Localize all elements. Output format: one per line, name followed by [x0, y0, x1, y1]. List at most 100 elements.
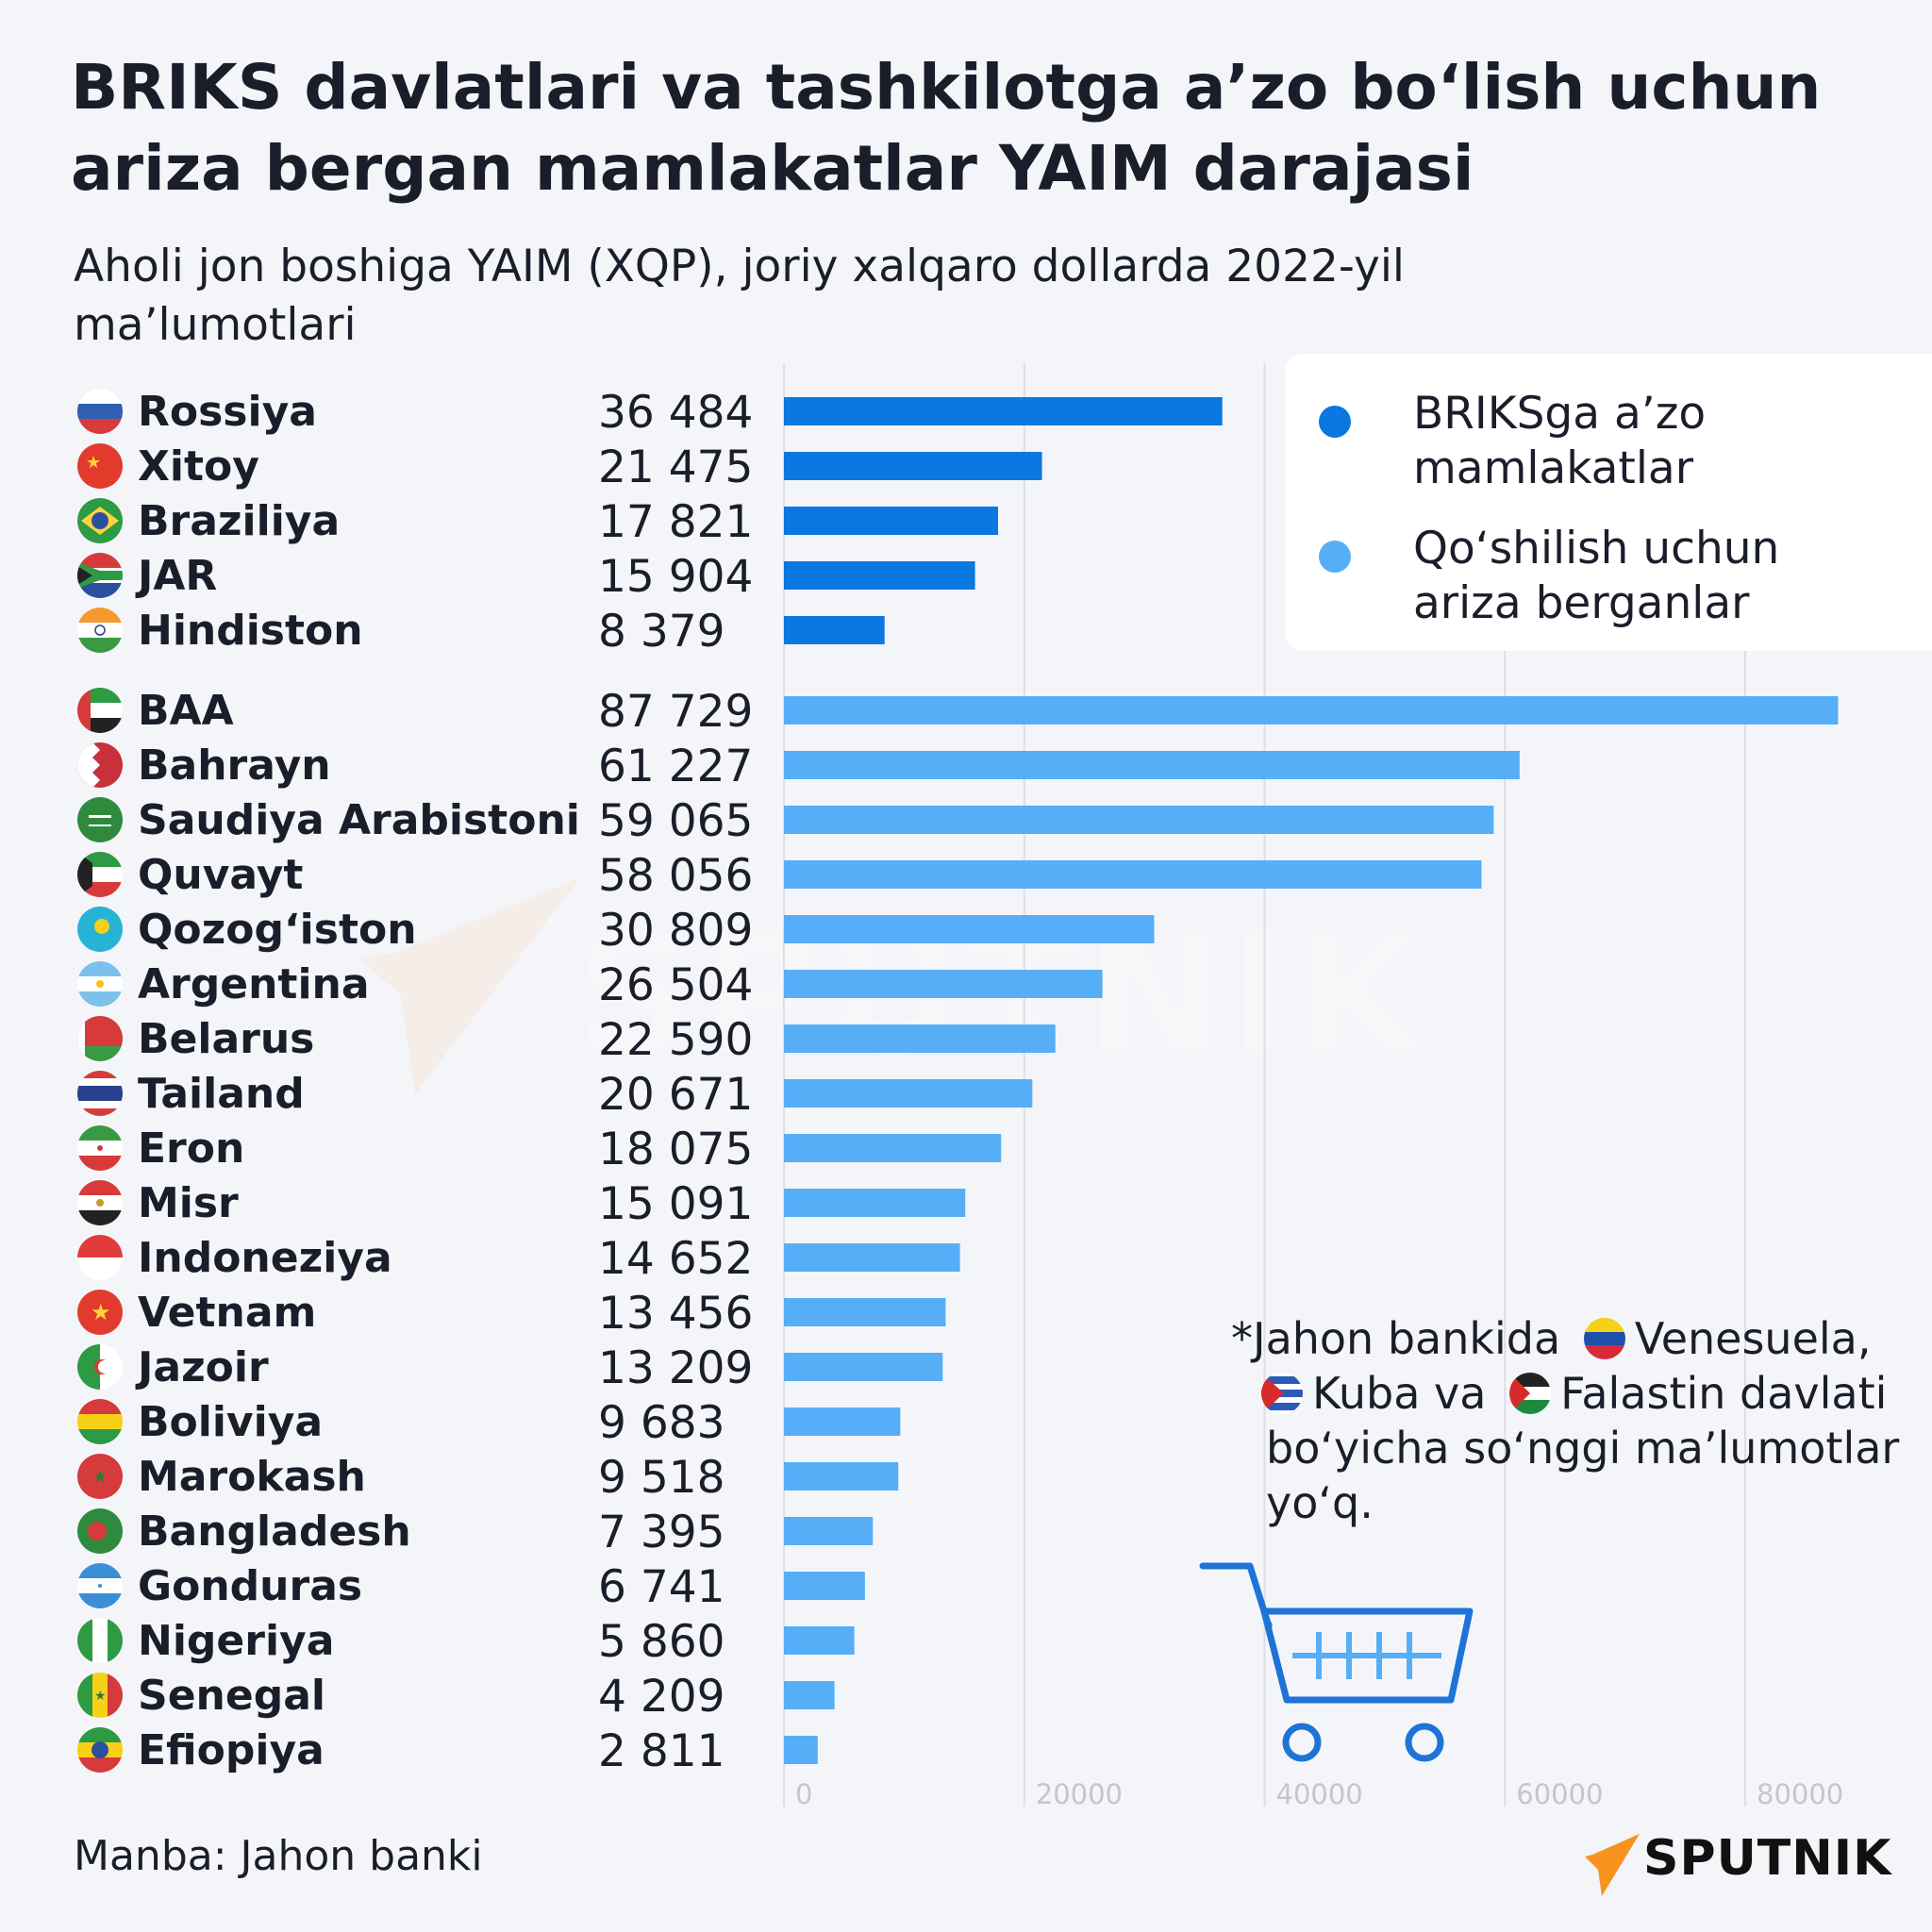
footnote-palestine: Falastin davlati — [1560, 1368, 1888, 1419]
value-label: 20 671 — [598, 1069, 753, 1121]
value-label: 22 590 — [598, 1014, 753, 1066]
bolivia-flag-icon — [77, 1399, 123, 1444]
venezuela-flag-icon — [1583, 1318, 1625, 1359]
bar — [784, 1736, 818, 1764]
chart-row: Hindiston 8 379 — [77, 606, 885, 658]
country-label: Rossiya — [138, 388, 317, 436]
bar — [784, 507, 998, 535]
value-label: 87 729 — [598, 686, 753, 738]
bar — [784, 1407, 901, 1436]
bar — [784, 397, 1223, 425]
country-label: Misr — [138, 1179, 239, 1227]
value-label: 8 379 — [598, 606, 725, 658]
title-line-2: ariza bergan mamlakatlar YAIM darajasi — [71, 132, 1474, 205]
country-label: Senegal — [138, 1672, 325, 1720]
country-label: Marokash — [138, 1453, 366, 1501]
honduras-flag-icon — [77, 1563, 123, 1608]
indonesia-flag-icon — [77, 1235, 123, 1280]
chart-row: Gonduras 6 741 — [77, 1561, 865, 1613]
chart-subtitle: Aholi jon boshiga YAIM (XQP), joriy xalq… — [74, 238, 1677, 355]
chart-row: ★ Marokash 9 518 — [77, 1452, 899, 1504]
x-tick-label: 40000 — [1276, 1778, 1363, 1810]
value-label: 15 904 — [598, 551, 753, 603]
bar — [784, 1189, 966, 1217]
saudi-arabia-flag-icon — [77, 797, 123, 842]
svg-text:★: ★ — [92, 1467, 108, 1487]
country-label: JAR — [135, 552, 217, 600]
chart-row: Boliviya 9 683 — [77, 1397, 901, 1449]
country-label: Vetnam — [138, 1289, 316, 1337]
vietnam-flag-icon: ★ — [77, 1290, 123, 1335]
south-africa-flag-icon — [77, 553, 123, 598]
bar — [784, 452, 1042, 480]
bar — [784, 1462, 899, 1491]
country-label: BAA — [138, 687, 234, 735]
value-label: 2 811 — [598, 1725, 725, 1777]
bar — [784, 1517, 874, 1545]
value-label: 15 091 — [598, 1178, 753, 1230]
chart-row: ★ Xitoy 21 475 — [77, 441, 1042, 493]
value-label: 36 484 — [598, 387, 753, 439]
chart-row: BAA 87 729 — [77, 686, 1839, 738]
legend-applicants-line-2: ariza berganlar — [1413, 577, 1750, 629]
footnote-prefix: *Jahon bankida — [1231, 1313, 1561, 1364]
egypt-flag-icon — [77, 1180, 123, 1225]
ethiopia-flag-icon — [77, 1727, 123, 1773]
shopping-cart-icon — [1199, 1562, 1474, 1762]
bar — [784, 1079, 1033, 1108]
chart-row: Misr 15 091 — [77, 1178, 966, 1230]
country-label: Qozog‘iston — [138, 906, 417, 954]
chart-row: Indoneziya 14 652 — [77, 1233, 960, 1285]
bar — [784, 616, 885, 644]
value-label: 21 475 — [598, 441, 753, 493]
legend: BRIKSga a’zo mamlakatlar Qo‘shilish uchu… — [1285, 354, 1932, 651]
senegal-flag-icon: ★ — [77, 1673, 123, 1718]
chart-row: JAR 15 904 — [77, 551, 975, 603]
brand-name: SPUTNIK — [1643, 1830, 1892, 1887]
bar — [784, 970, 1103, 998]
legend-members-label: BRIKSga a’zo mamlakatlar — [1413, 387, 1904, 496]
footnote-line-2: Kuba va Falastin davlati — [1231, 1366, 1910, 1421]
palestine-flag-icon — [1509, 1373, 1552, 1414]
india-flag-icon — [77, 608, 123, 653]
x-tick-label: 20000 — [1036, 1778, 1123, 1810]
bar — [784, 1024, 1056, 1053]
x-axis-ticks: 0 20000 40000 60000 80000 — [795, 1778, 1843, 1810]
value-label: 4 209 — [598, 1671, 725, 1723]
footnote: *Jahon bankida Venesuela, Kuba va Falast… — [1231, 1311, 1910, 1530]
value-label: 5 860 — [598, 1616, 725, 1668]
bar — [784, 1134, 1002, 1162]
country-label: Xitoy — [138, 442, 259, 491]
country-label: Saudiya Arabistoni — [138, 796, 580, 844]
country-label: Eron — [138, 1124, 244, 1173]
chart-rows: Rossiya 36 484 ★ Xitoy 21 475 Braziliya 17 821… — [77, 387, 1839, 1777]
russia-flag-icon — [77, 389, 123, 434]
value-label: 9 518 — [598, 1452, 725, 1504]
footnote-line-3: bo‘yicha so‘nggi ma’lumotlar — [1266, 1423, 1900, 1474]
value-label: 7 395 — [598, 1507, 725, 1558]
svg-text:★: ★ — [86, 453, 101, 473]
legend-members-line-2: mamlakatlar — [1413, 442, 1694, 494]
argentina-flag-icon — [77, 961, 123, 1007]
country-label: Braziliya — [138, 497, 340, 545]
uae-flag-icon — [77, 688, 123, 733]
value-label: 17 821 — [598, 496, 753, 548]
value-label: 59 065 — [598, 795, 753, 847]
value-label: 6 741 — [598, 1561, 725, 1613]
subtitle-line-1: Aholi jon boshiga YAIM (XQP), joriy xalq… — [74, 241, 1405, 292]
value-label: 9 683 — [598, 1397, 725, 1449]
iran-flag-icon — [77, 1125, 123, 1171]
country-label: Argentina — [138, 960, 370, 1008]
bangladesh-flag-icon — [77, 1508, 123, 1554]
x-tick-label: 80000 — [1757, 1778, 1843, 1810]
bar — [784, 561, 975, 590]
country-label: Belarus — [138, 1015, 314, 1063]
chart-title: BRIKS davlatlari va tashkilotga a’zo bo‘… — [71, 47, 1863, 209]
svg-text:★: ★ — [94, 1689, 107, 1704]
country-label: Gonduras — [138, 1562, 362, 1610]
bar — [784, 696, 1839, 724]
bar — [784, 1353, 943, 1381]
footnote-venezuela: Venesuela, — [1634, 1313, 1872, 1364]
country-label: Bangladesh — [138, 1507, 411, 1556]
